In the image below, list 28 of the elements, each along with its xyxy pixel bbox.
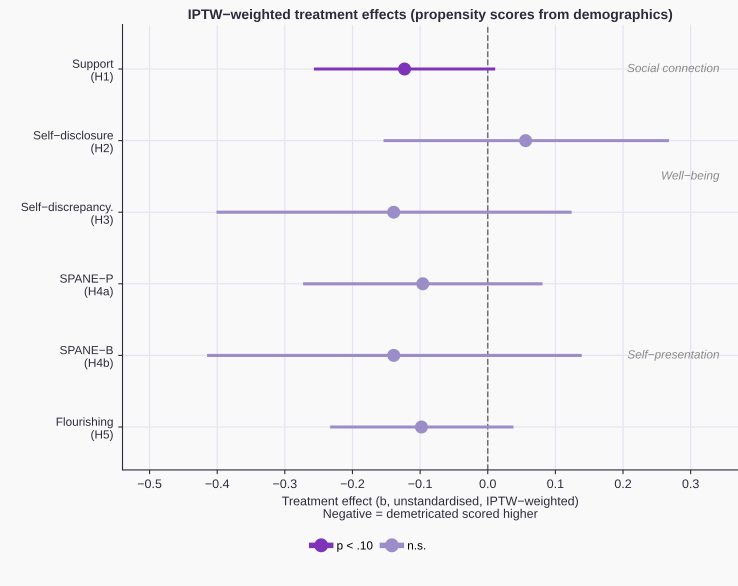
- point: [387, 348, 400, 362]
- x-tick-label: 0.2: [614, 479, 632, 488]
- x-tick-label: −0.5: [138, 479, 162, 488]
- y-tick-label: Support (H1): [72, 60, 114, 83]
- x-tick-label: −0.2: [340, 479, 364, 488]
- y-tick-label: Self−discrepancy. (H3): [21, 202, 113, 226]
- x-tick-label: 0.1: [547, 479, 564, 488]
- annotation: Self−presentation: [628, 350, 720, 361]
- annotation: Social connection: [627, 64, 720, 72]
- legend-label: p < .10: [337, 541, 373, 552]
- x-axis-title: Treatment effect (b, unstandardised, IPTW−weighted) Negative = demetricated scored higher: [282, 496, 578, 520]
- y-tick-label: SPANE−B (H4b): [60, 346, 113, 370]
- x-tick-label: 0.0: [480, 479, 496, 488]
- x-tick-label: 0.3: [682, 479, 699, 488]
- point: [387, 206, 400, 219]
- annotation: Well−being: [662, 170, 720, 182]
- x-tick-label: −0.3: [273, 479, 297, 488]
- point: [519, 134, 532, 148]
- point: [416, 277, 430, 290]
- y-tick-label: SPANE−P (H4a): [60, 274, 113, 298]
- x-tick-label: −0.1: [408, 479, 432, 488]
- x-tick-label: −0.4: [205, 479, 230, 488]
- chart-title: IPTW−weighted treatment effects (propensity scores from demographics): [188, 8, 672, 22]
- legend-label: n.s.: [408, 543, 426, 550]
- point: [414, 420, 428, 434]
- y-tick-label: Self−disclosure (H2): [34, 130, 113, 155]
- y-tick-label: Flourishing (H5): [56, 417, 113, 441]
- point: [398, 62, 412, 76]
